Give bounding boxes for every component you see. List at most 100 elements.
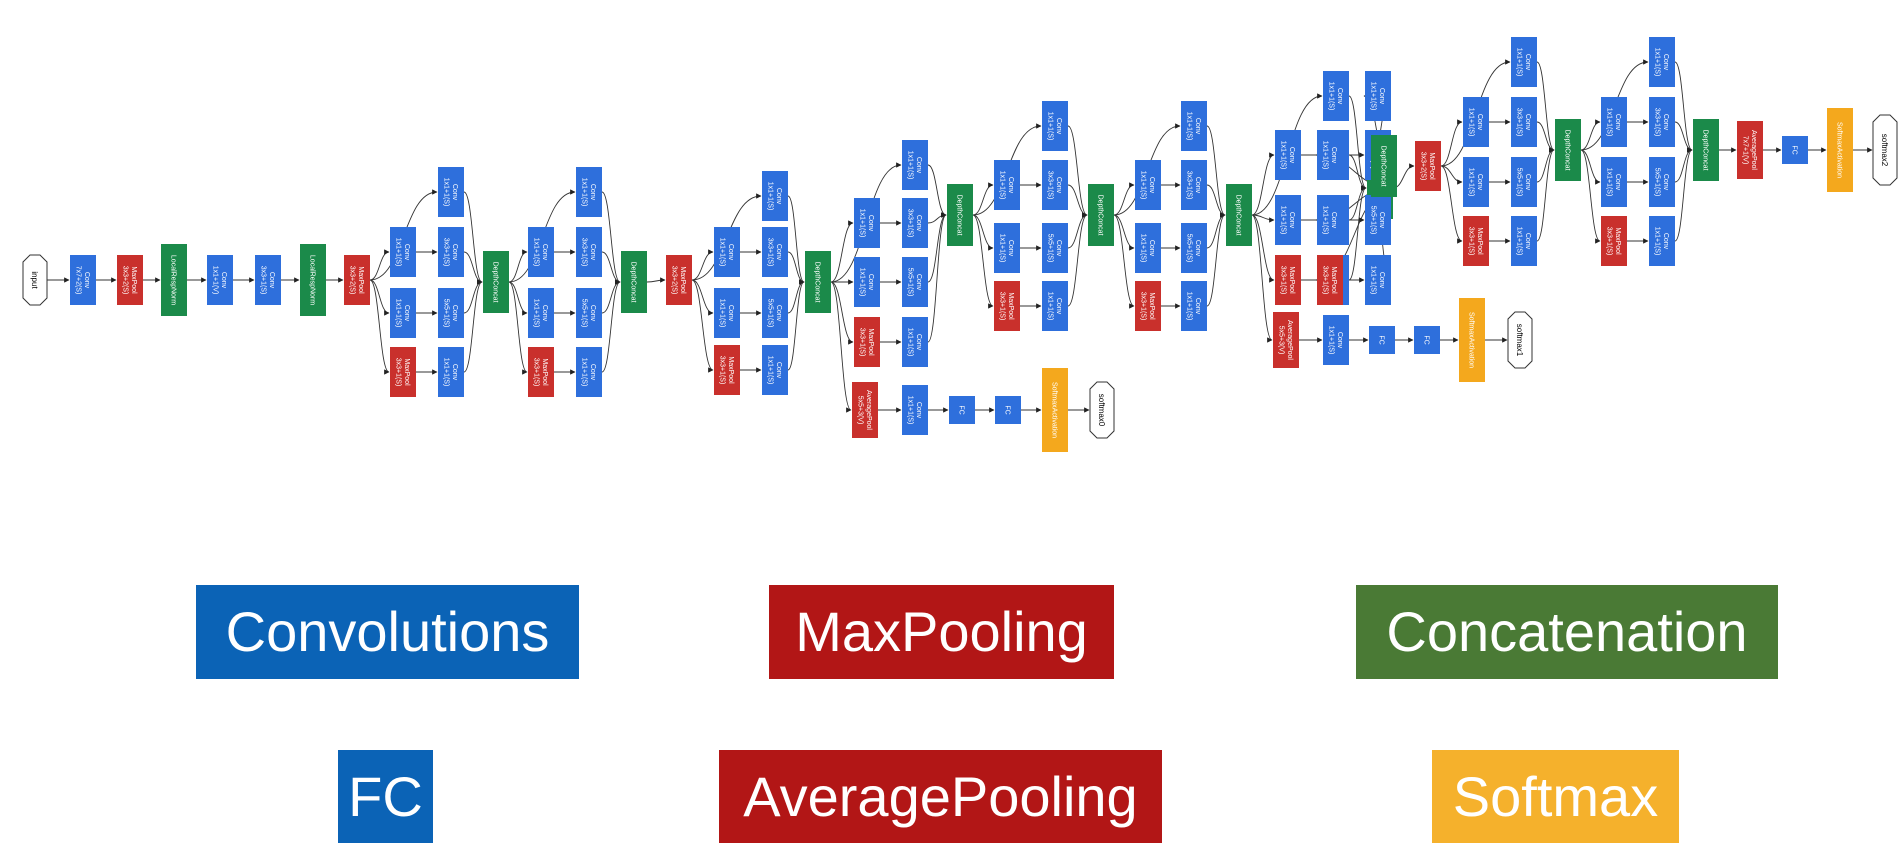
conv-node: Conv1x1+1(S) [714,288,740,338]
conv-node: Conv3x3+1(S) [1042,160,1068,210]
svg-text:Conv1x1+1(V): Conv1x1+1(V) [211,266,227,295]
svg-text:MaxPool3x3+1(S): MaxPool3x3+1(S) [1321,266,1337,295]
svg-text:MaxPool3x3+2(S): MaxPool3x3+2(S) [670,266,686,295]
conv-node: Conv1x1+1(S) [1601,157,1627,207]
pool-node: MaxPool3x3+1(S) [1463,216,1489,266]
svg-text:Conv5x5+1(S): Conv5x5+1(S) [906,268,922,297]
svg-text:softmax2: softmax2 [1880,134,1889,167]
svg-text:Conv3x3+1(S): Conv3x3+1(S) [442,238,458,267]
svg-text:Conv1x1+1(S): Conv1x1+1(S) [766,356,782,385]
conv-node: Conv1x1+1(S) [438,167,464,217]
conv-node: Conv1x1+1(S) [1649,37,1675,87]
svg-text:Conv3x3+1(S): Conv3x3+1(S) [766,238,782,267]
svg-text:DepthConcat: DepthConcat [1702,130,1709,171]
svg-text:FC: FC [1378,335,1385,344]
conv-node: Conv1x1+1(S) [854,257,880,307]
terminal-node: input [22,254,48,306]
svg-text:Conv5x5+1(S): Conv5x5+1(S) [580,299,596,328]
conv-node: Conv3x3+1(S) [438,227,464,277]
conv-node: Conv1x1+1(S) [1042,101,1068,151]
svg-text:DepthConcat: DepthConcat [1097,195,1104,236]
svg-text:Conv1x1+1(S): Conv1x1+1(S) [394,238,410,267]
svg-text:Conv1x1+1(S): Conv1x1+1(S) [532,238,548,267]
conv-node: Conv1x1+1(S) [528,288,554,338]
pool-node: MaxPool3x3+1(S) [994,281,1020,331]
svg-text:Conv1x1+1(S): Conv1x1+1(S) [906,328,922,357]
svg-text:MaxPool3x3+1(S): MaxPool3x3+1(S) [1467,227,1483,256]
svg-text:SoftmaxActivation: SoftmaxActivation [1468,312,1475,368]
conv-node: Conv5x5+1(S) [1042,223,1068,273]
conv-node: Conv1x1+1(S) [1135,223,1161,273]
svg-text:MaxPool3x3+1(S): MaxPool3x3+1(S) [1605,227,1621,256]
svg-text:Conv5x5+1(S): Conv5x5+1(S) [1185,234,1201,263]
svg-text:Conv1x1+1(S): Conv1x1+1(S) [766,182,782,211]
edges [47,59,1873,413]
pool-node: MaxPool3x3+1(S) [714,345,740,395]
svg-text:MaxPool3x3+1(S): MaxPool3x3+1(S) [532,358,548,387]
conv-node: Conv1x1+1(S) [1365,71,1391,121]
svg-text:DepthConcat: DepthConcat [814,262,821,303]
svg-text:Conv1x1+1(S): Conv1x1+1(S) [394,299,410,328]
conv-node: Conv1x1+1(S) [994,160,1020,210]
conv-node: Conv1x1+1(S) [1365,255,1391,305]
conv-node: Conv1x1+1(S) [1323,71,1349,121]
conv-node: Conv1x1+1(S) [902,140,928,190]
pool-node: MaxPool3x3+1(S) [1135,281,1161,331]
pool-node: MaxPool3x3+2(S) [666,255,692,305]
svg-text:Conv1x1+1(S): Conv1x1+1(S) [998,234,1014,263]
concat-node: DepthConcat [1555,119,1581,181]
conv-node: Conv1x1+1(S) [1649,216,1675,266]
svg-text:Conv1x1+1(S): Conv1x1+1(S) [532,299,548,328]
conv-node: Conv1x1+1(S) [1135,160,1161,210]
legend-concatenation: Concatenation [1356,585,1778,679]
svg-text:FC: FC [958,405,965,414]
svg-text:Conv1x1+1(S): Conv1x1+1(S) [718,299,734,328]
conv-node: Conv1x1+1(S) [576,167,602,217]
conv-node: Conv5x5+1(S) [438,288,464,338]
legend-convolutions: Convolutions [196,585,579,679]
conv-node: Conv1x1+1(S) [762,345,788,395]
conv-node: Conv1x1+1(S) [390,288,416,338]
fc-node: FC [1414,326,1440,354]
concat-node: DepthConcat [1226,184,1252,246]
svg-text:Conv1x1+1(S): Conv1x1+1(S) [718,238,734,267]
svg-text:Conv1x1+1(S): Conv1x1+1(S) [998,171,1014,200]
svg-text:Conv5x5+1(S): Conv5x5+1(S) [766,299,782,328]
svg-text:DepthConcat: DepthConcat [1235,195,1242,236]
fc-node: FC [1369,326,1395,354]
sm-node: SoftmaxActivation [1042,368,1068,452]
svg-text:Conv7x7+2(S): Conv7x7+2(S) [74,266,90,295]
concat-node: DepthConcat [1371,135,1397,197]
pool-node: MaxPool3x3+1(S) [528,347,554,397]
svg-text:Conv1x1+1(S): Conv1x1+1(S) [1139,234,1155,263]
legend-fc: FC [338,750,433,843]
googlenet-diagram: input Conv7x7+2(S) MaxPool3x3+2(S) LocalRes… [22,37,1898,452]
conv-node: Conv1x1+1(S) [1317,195,1343,245]
svg-text:SoftmaxActivation: SoftmaxActivation [1836,122,1843,178]
conv-node: Conv1x1+1(S) [1463,157,1489,207]
fc-node: FC [995,396,1021,424]
svg-text:Conv5x5+1(S): Conv5x5+1(S) [1046,234,1062,263]
svg-text:Conv1x1+1(S): Conv1x1+1(S) [580,178,596,207]
conv-node: Conv1x1+1(S) [1323,315,1349,365]
svg-text:Conv1x1+1(S): Conv1x1+1(S) [1467,168,1483,197]
svg-text:Conv1x1+1(S): Conv1x1+1(S) [1279,206,1295,235]
svg-text:Conv3x3+1(S): Conv3x3+1(S) [1515,108,1531,137]
terminal-node: softmax0 [1089,381,1115,439]
svg-text:MaxPool3x3+1(S): MaxPool3x3+1(S) [858,328,874,357]
pool-node: MaxPool3x3+1(S) [854,317,880,367]
svg-text:AveragePool5x5+3(V): AveragePool5x5+3(V) [856,390,872,430]
svg-text:MaxPool3x3+1(S): MaxPool3x3+1(S) [998,292,1014,321]
sm-node: SoftmaxActivation [1459,298,1485,382]
svg-text:Conv1x1+1(S): Conv1x1+1(S) [1605,168,1621,197]
svg-text:Conv3x3+1(S): Conv3x3+1(S) [1653,108,1669,137]
svg-text:FC: FC [1004,405,1011,414]
svg-text:Conv1x1+1(S): Conv1x1+1(S) [580,358,596,387]
terminal-node: softmax2 [1872,114,1898,186]
conv-node: Conv1x1+1(S) [576,347,602,397]
pool-node: MaxPool3x3+1(S) [1275,255,1301,305]
conv-node: Conv1x1+1(S) [1511,216,1537,266]
conv-node: Conv1x1+1(S) [902,317,928,367]
pool-node: MaxPool3x3+1(S) [1317,255,1343,305]
svg-text:Conv1x1+1(S): Conv1x1+1(S) [1515,227,1531,256]
